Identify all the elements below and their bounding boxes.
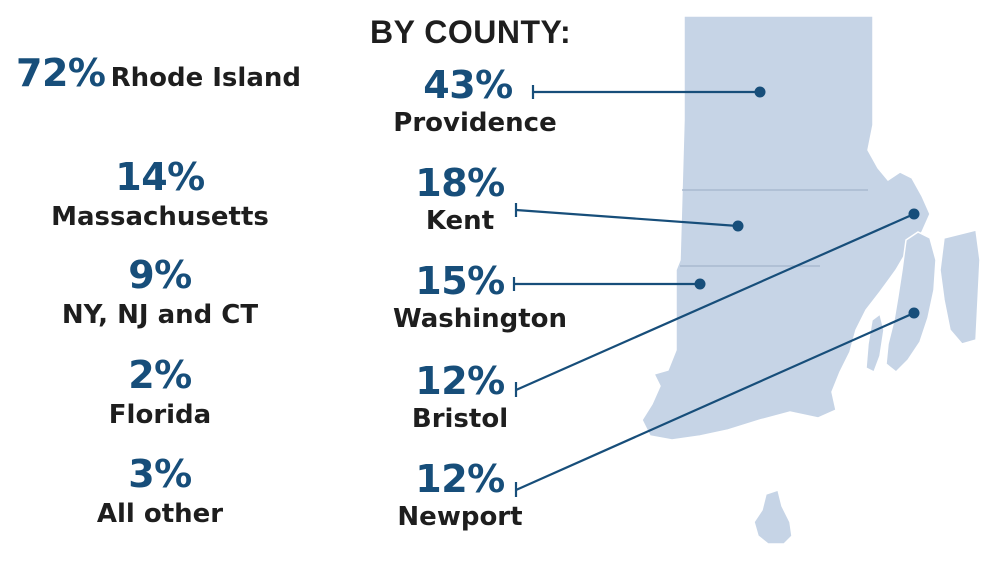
label-newport: Newport: [397, 502, 523, 532]
leader-kent: [515, 208, 739, 228]
mainland-shape: [641, 15, 931, 441]
aquidneck-island-shape: [885, 231, 937, 374]
county-kent: 18% Kent: [360, 164, 590, 234]
map-landmass: [641, 15, 981, 545]
county-providence: 43% Providence: [360, 66, 590, 136]
little-compton-shape: [939, 229, 981, 345]
leader-lines: [512, 85, 915, 497]
county-newport: 12% Newport: [360, 460, 590, 530]
percent-newport: 12%: [415, 457, 505, 501]
residence-florida: 2% Florida: [20, 356, 300, 428]
dot-newport: [908, 307, 920, 319]
label-providence: Providence: [393, 108, 557, 138]
dot-bristol: [908, 208, 920, 220]
percent-all-other: 3%: [128, 452, 192, 496]
percent-rhode-island: 72%: [16, 51, 106, 95]
residence-all-other: 3% All other: [20, 455, 300, 527]
dot-providence: [754, 86, 766, 98]
label-ny-nj-ct: NY, NJ and CT: [61, 300, 259, 330]
percent-kent: 18%: [415, 161, 505, 205]
county-dots: [694, 86, 920, 319]
dot-kent: [732, 220, 744, 232]
county-bristol: 12% Bristol: [360, 362, 590, 432]
label-rhode-island: Rhode Island: [110, 63, 301, 93]
residence-rhode-island: 72% Rhode Island: [16, 54, 301, 92]
label-massachusetts: Massachusetts: [51, 202, 269, 232]
label-all-other: All other: [96, 499, 224, 529]
percent-providence: 43%: [423, 63, 513, 107]
percent-ny-nj-ct: 9%: [128, 253, 192, 297]
percent-washington: 15%: [415, 259, 505, 303]
residence-massachusetts: 14% Massachusetts: [20, 158, 300, 230]
county-heading: BY COUNTY:: [370, 14, 572, 50]
percent-florida: 2%: [128, 353, 192, 397]
county-washington: 15% Washington: [360, 262, 590, 332]
leader-bristol: [515, 212, 915, 392]
conanicut-island-shape: [865, 312, 885, 374]
label-florida: Florida: [108, 400, 212, 430]
dot-washington: [694, 278, 706, 290]
leader-newport: [515, 311, 915, 492]
label-washington: Washington: [392, 304, 568, 334]
block-island-shape: [753, 489, 793, 545]
percent-bristol: 12%: [415, 359, 505, 403]
label-kent: Kent: [425, 206, 495, 236]
label-bristol: Bristol: [411, 404, 509, 434]
percent-massachusetts: 14%: [115, 155, 205, 199]
residence-ny-nj-ct: 9% NY, NJ and CT: [20, 256, 300, 328]
